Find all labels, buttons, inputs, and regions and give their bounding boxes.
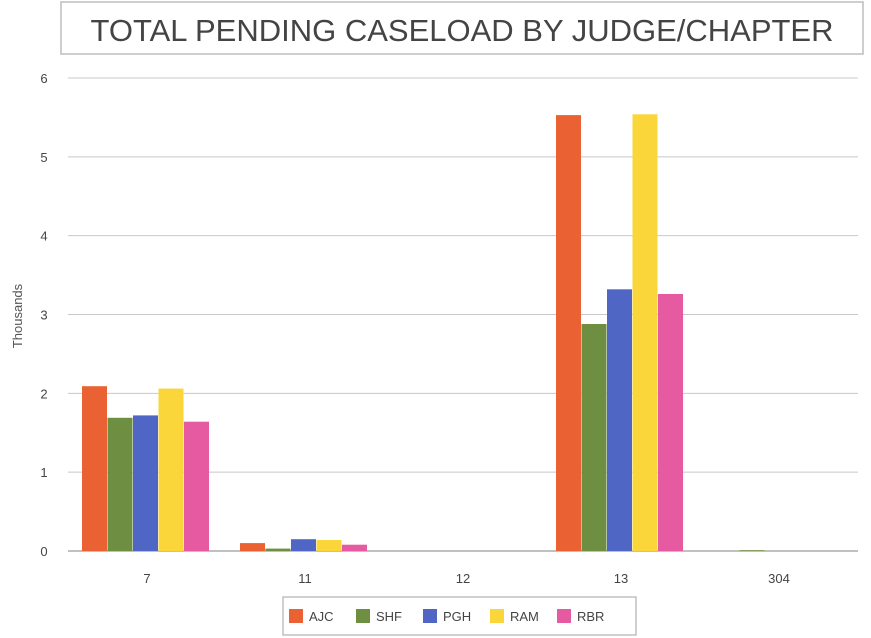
bar-ajc-13	[556, 115, 581, 551]
x-tick-labels: 7 11 12 13 304	[143, 571, 789, 586]
x-tick-label: 12	[456, 571, 470, 586]
legend-label-rbr: RBR	[577, 609, 604, 624]
legend: AJC SHF PGH RAM RBR	[282, 596, 637, 636]
bar-rbr-7	[184, 421, 209, 551]
bars	[82, 114, 765, 552]
bar-ajc-7	[82, 386, 107, 551]
y-tick-label: 3	[40, 308, 47, 323]
legend-box	[282, 596, 637, 636]
bar-pgh-11	[291, 539, 316, 551]
x-tick-label: 11	[298, 571, 312, 586]
bar-shf-7	[107, 417, 133, 551]
bar-shf-13	[581, 324, 607, 551]
y-tick-label: 5	[40, 150, 47, 165]
x-tick-label: 304	[768, 571, 790, 586]
y-tick-label: 6	[40, 71, 47, 86]
legend-label-pgh: PGH	[443, 609, 471, 624]
legend-swatch-ram	[490, 609, 504, 623]
bar-shf-304	[739, 550, 765, 551]
y-tick-label: 2	[40, 386, 47, 401]
bar-ram-13	[632, 114, 658, 552]
legend-swatch-pgh	[423, 609, 437, 623]
x-tick-label: 7	[143, 571, 150, 586]
legend-label-ajc: AJC	[309, 609, 334, 624]
bar-rbr-13	[658, 294, 683, 551]
bar-rbr-11	[342, 544, 367, 551]
bar-ram-11	[316, 540, 342, 551]
legend-swatch-ajc	[289, 609, 303, 623]
y-axis-label: Thousands	[10, 283, 25, 348]
legend-label-ram: RAM	[510, 609, 539, 624]
legend-swatch-rbr	[557, 609, 571, 623]
bar-pgh-7	[133, 415, 158, 551]
y-tick-label: 1	[40, 465, 47, 480]
bar-ram-7	[158, 388, 184, 551]
y-tick-labels: 0 1 2 3 4 5 6	[40, 71, 47, 559]
title-box	[60, 1, 864, 55]
x-tick-label: 13	[614, 571, 628, 586]
bar-shf-11	[265, 548, 291, 551]
chart-title: TOTAL PENDING CASELOAD BY JUDGE/CHAPTER	[90, 13, 833, 48]
y-tick-label: 0	[40, 544, 47, 559]
y-tick-label: 4	[40, 229, 47, 244]
legend-swatch-shf	[356, 609, 370, 623]
bar-pgh-13	[607, 289, 632, 551]
bar-ajc-11	[240, 543, 265, 551]
legend-label-shf: SHF	[376, 609, 402, 624]
